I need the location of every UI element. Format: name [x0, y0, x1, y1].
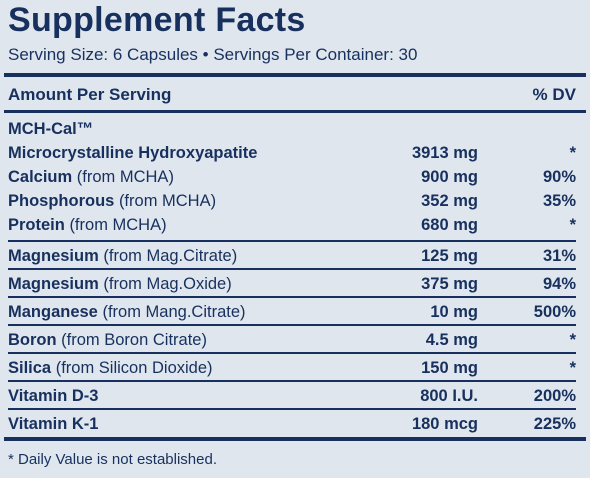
- divider: [4, 437, 586, 441]
- amount: 680 mg: [421, 216, 478, 234]
- group-name: MCH-Cal™: [8, 120, 94, 138]
- nutrient-name: Vitamin D-3: [8, 387, 99, 405]
- daily-value: 500%: [533, 303, 576, 321]
- nutrient-name: Silica: [8, 359, 52, 377]
- nutrient-name: Microcrystalline Hydroxyapatite: [8, 144, 258, 162]
- amount: 4.5 mg: [425, 331, 478, 349]
- footnote: * Daily Value is not established.: [8, 451, 218, 468]
- amount: 10 mg: [430, 303, 478, 321]
- nutrient-name: Manganese: [8, 303, 98, 321]
- amount: 352 mg: [421, 192, 478, 210]
- nutrient-row: Boron (from Boron Citrate) 4.5 mg *: [8, 324, 576, 354]
- nutrient-row: Manganese (from Mang.Citrate) 10 mg 500%: [8, 296, 576, 326]
- serving-info: Serving Size: 6 Capsules • Servings Per …: [8, 45, 418, 64]
- nutrient-row: Magnesium (from Mag.Citrate) 125 mg 31%: [8, 240, 576, 270]
- nutrient-name: Magnesium: [8, 275, 99, 293]
- daily-value: 31%: [542, 247, 576, 265]
- nutrient-name: Magnesium: [8, 247, 99, 265]
- nutrient-name: Protein: [8, 216, 65, 234]
- daily-value: *: [569, 359, 576, 377]
- amount: 150 mg: [421, 359, 478, 377]
- amount: 125 mg: [421, 247, 478, 265]
- nutrient-row: Vitamin K-1 180 mcg 225%: [8, 408, 576, 438]
- nutrient-source: (from MCHA): [118, 192, 217, 210]
- amount: 800 I.U.: [420, 387, 478, 405]
- daily-value: 225%: [533, 415, 576, 433]
- nutrient-row: Phosphorous (from MCHA) 352 mg 35%: [8, 189, 576, 213]
- nutrient-source: (from Silicon Dioxide): [55, 359, 213, 377]
- column-header: % DV: [532, 85, 576, 104]
- nutrient-row: Vitamin D-3 800 I.U. 200%: [8, 380, 576, 410]
- nutrient-name: Calcium: [8, 168, 73, 186]
- divider: [4, 73, 586, 77]
- title: Supplement Facts: [8, 1, 306, 39]
- nutrient-name: Vitamin K-1: [8, 415, 99, 433]
- daily-value: 94%: [542, 275, 576, 293]
- daily-value: 90%: [542, 168, 576, 186]
- group-row: MCH-Cal™: [8, 117, 576, 141]
- daily-value: 35%: [542, 192, 576, 210]
- nutrient-name: Boron: [8, 331, 57, 349]
- nutrient-row: Calcium (from MCHA) 900 mg 90%: [8, 165, 576, 189]
- daily-value: *: [569, 331, 576, 349]
- table-header: Amount Per Serving % DV: [8, 82, 576, 108]
- nutrient-source: (from MCHA): [76, 168, 174, 186]
- nutrient-row: Protein (from MCHA) 680 mg *: [8, 213, 576, 237]
- daily-value: *: [569, 144, 576, 162]
- divider: [4, 110, 586, 113]
- nutrient-source: (from Boron Citrate): [61, 331, 207, 349]
- nutrient-name: Phosphorous: [8, 192, 115, 210]
- daily-value: 200%: [533, 387, 576, 405]
- nutrient-source: (from MCHA): [69, 216, 167, 234]
- column-header: Amount Per Serving: [8, 85, 172, 104]
- nutrient-row: Microcrystalline Hydroxyapatite 3913 mg *: [8, 141, 576, 165]
- daily-value: *: [569, 216, 576, 234]
- nutrient-source: (from Mag.Oxide): [103, 275, 232, 293]
- nutrient-source: (from Mag.Citrate): [103, 247, 238, 265]
- amount: 900 mg: [421, 168, 478, 186]
- nutrient-row: Magnesium (from Mag.Oxide) 375 mg 94%: [8, 268, 576, 298]
- nutrient-source: (from Mang.Citrate): [102, 303, 246, 321]
- nutrient-row: Silica (from Silicon Dioxide) 150 mg *: [8, 352, 576, 382]
- amount: 3913 mg: [411, 144, 478, 162]
- amount: 375 mg: [421, 275, 478, 293]
- amount: 180 mcg: [411, 415, 478, 433]
